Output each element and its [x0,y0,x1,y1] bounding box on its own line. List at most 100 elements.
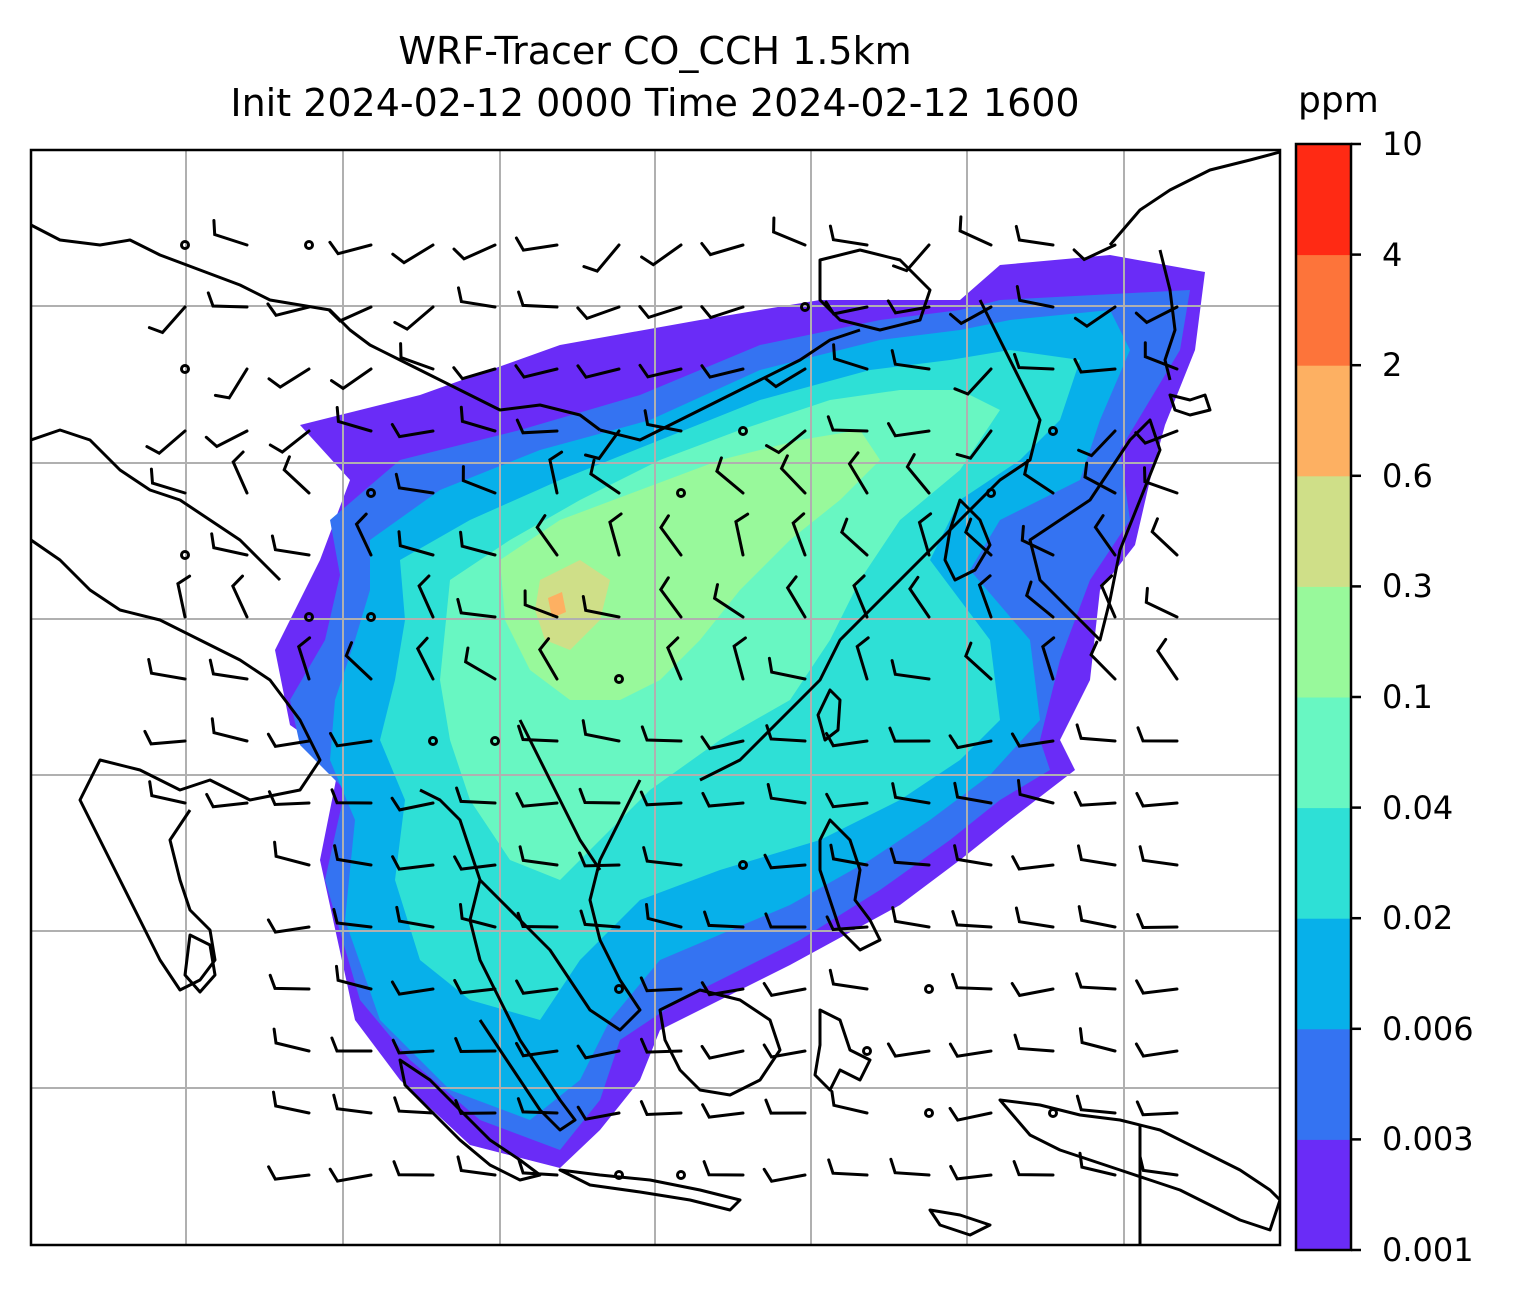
wind-barb [517,290,559,309]
wind-barb [516,1097,559,1115]
wind-calm-marker [738,426,748,436]
wind-barb [855,636,870,681]
wind-barb [642,846,683,867]
wind-barb [391,855,435,871]
wind-barb [734,512,750,557]
wind-barb [452,243,497,261]
wind-barb [282,455,311,495]
coastline-new-guinea [998,1098,1280,1232]
wind-barb [772,216,807,247]
wind-barb [1073,791,1117,807]
wind-barb [393,305,435,331]
wind-barb [147,305,187,335]
coastline-japan [1028,418,1162,642]
wind-barb [452,366,497,381]
wind-barb [767,656,807,681]
colorbar-tick-label: 0.006 [1382,1009,1474,1048]
wind-barb [766,783,807,805]
wind-barb [231,574,249,619]
wind-calm-marker [800,302,810,312]
wind-calm-marker [304,240,314,250]
wind-barb [576,1105,621,1121]
wind-calm-marker [924,984,934,994]
wind-barb [639,1100,683,1117]
wind-barb [514,364,559,379]
wind-barb [827,1158,869,1177]
wind-barb [666,636,683,681]
wind-barb [762,1043,807,1059]
wind-barb [701,1103,745,1119]
wind-barb [296,636,312,681]
coastline-timor [928,1208,992,1237]
wind-barb [581,719,621,743]
wind-barb [951,910,993,929]
wind-barb [643,409,683,433]
wind-barb [1041,636,1056,681]
wind-barb [890,659,931,681]
colorbar-tick-label: 0.02 [1382,899,1454,938]
wind-barb [1144,586,1179,619]
wind-barb [148,780,187,805]
wind-barb [1011,855,1055,871]
wind-barb [515,979,559,995]
colorbar-tick-label: 2 [1382,346,1403,385]
wind-barb [840,517,869,557]
wind-barb [1023,459,1055,495]
wind-barb [905,453,931,495]
wind-barb [948,734,993,750]
coastline-sakhalin [1158,249,1177,381]
wind-barb [700,1044,745,1060]
wind-calm-marker [366,612,376,622]
colorbar-segment [1296,807,1351,919]
wind-calm-marker [366,488,376,498]
wind-barb [825,792,869,809]
wind-barb [825,732,869,748]
wind-barb [589,458,621,495]
wind-barb [517,1158,559,1177]
wind-calm-marker [180,550,190,560]
coastline-indochina [419,779,642,1032]
wind-barb [645,903,683,929]
wind-barb [267,367,311,389]
border-interior-2 [518,719,602,871]
wind-barb [397,530,435,557]
wind-barb [213,367,249,400]
wind-barb [659,514,683,557]
wind-barb [581,595,621,619]
wind-barb [395,905,435,929]
colorbar-segment [1296,365,1351,477]
wind-barb [1014,906,1055,929]
wind-calm-marker [862,1046,872,1056]
wind-calm-marker [428,736,438,746]
wind-barb [206,291,249,309]
wind-barb [205,792,249,809]
wind-barb [454,1037,497,1054]
colorbar [1294,142,1361,1252]
wind-barb [1138,845,1179,867]
wind-barbs [143,215,1179,1183]
colorbar-tick-label: 4 [1382,235,1403,274]
wind-calm-marker [180,364,190,374]
map-panel [31,150,1280,1245]
wind-barb [330,788,373,805]
wind-barb [908,575,931,619]
wind-barb [1135,792,1179,808]
coastline-sumatra [398,1058,542,1182]
wind-calm-marker [180,240,190,250]
colorbar-tick-label: 0.6 [1382,456,1433,495]
wind-barb [523,589,559,619]
map-subtitle: Init 2024-02-12 0000 Time 2024-02-12 160… [230,81,1080,125]
wind-barb [453,979,497,995]
wind-barb [700,305,745,320]
wind-barb [888,726,931,743]
colorbar-segment [1296,697,1351,809]
wind-barb [332,907,373,929]
wind-barb [977,574,993,619]
wind-barb [1150,517,1179,557]
wind-barb [210,717,249,743]
wind-barb [887,422,931,438]
wind-barb [390,796,435,812]
wind-barb [1134,429,1179,445]
wind-barb [455,786,497,805]
wind-barb [1078,1027,1117,1053]
